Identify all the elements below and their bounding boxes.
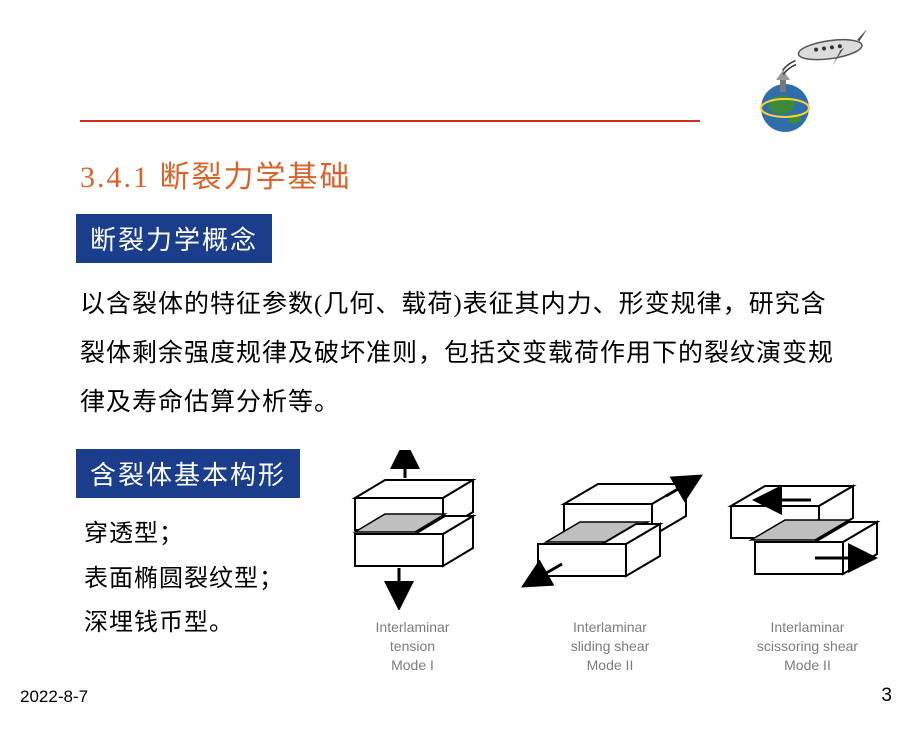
paragraph-concept: 以含裂体的特征参数(几何、载荷)表征其内力、形变规律，研究含裂体剩余强度规律及破… [80, 281, 844, 427]
mode2-caption: Interlaminar sliding shear Mode II [571, 618, 650, 675]
mode3-caption: Interlaminar scissoring shear Mode II [757, 618, 858, 675]
mode1-cell: Interlaminar tension Mode I [320, 450, 505, 675]
divider-red [80, 120, 700, 122]
section-heading: 3.4.1 断裂力学基础 [80, 152, 850, 196]
mode3-diagram [715, 450, 900, 610]
page-number: 3 [881, 685, 892, 707]
slide-date: 2022-8-7 [20, 687, 88, 707]
mode1-caption: Interlaminar tension Mode I [376, 618, 450, 675]
section-title-text: 断裂力学基础 [160, 161, 352, 194]
subheading-config: 含裂体基本构形 [76, 449, 300, 498]
mode3-cell: Interlaminar scissoring shear Mode II [715, 450, 900, 675]
section-number-text: 3.4.1 [80, 161, 150, 194]
mode2-cell: Interlaminar sliding shear Mode II [518, 450, 703, 675]
fracture-modes-row: Interlaminar tension Mode I [320, 450, 900, 670]
mode1-diagram [325, 450, 500, 610]
slide: 3.4.1 断裂力学基础 断裂力学概念 以含裂体的特征参数(几何、载荷)表征其内… [0, 0, 920, 729]
logo-plane-earth [740, 30, 870, 140]
mode2-diagram [518, 450, 703, 610]
subheading-concept: 断裂力学概念 [76, 214, 272, 263]
